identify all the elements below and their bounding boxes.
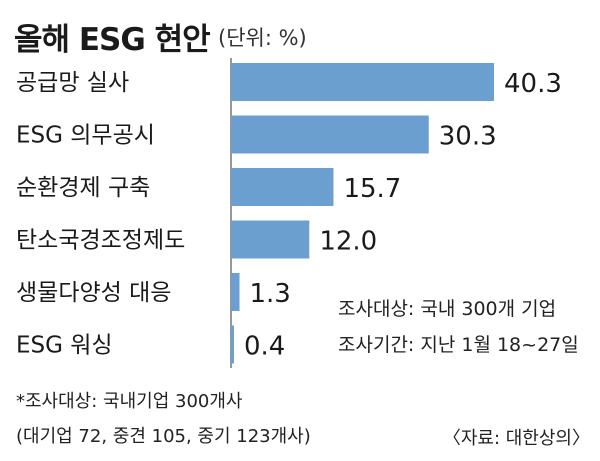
category-label: 생물다양성 대응	[16, 280, 171, 306]
category-label: ESG 의무공시	[16, 123, 155, 149]
value-label: 40.3	[504, 69, 562, 99]
value-label: 1.3	[249, 279, 290, 309]
category-label: ESG 워싱	[16, 333, 113, 359]
bar	[231, 325, 234, 364]
category-label: 순환경제 구축	[16, 175, 150, 201]
chart-title: 올해 ESG 현안	[14, 22, 211, 58]
source-note: 〈자료: 대한상의〉	[442, 428, 590, 449]
bar	[231, 273, 240, 311]
survey-target: 조사대상: 국내 300개 기업	[338, 298, 557, 320]
value-label: 30.3	[439, 122, 497, 152]
footnote-line-2: (대기업 72, 중견 105, 중기 123개사)	[16, 426, 311, 447]
category-label: 공급망 실사	[16, 70, 129, 96]
bar	[231, 168, 334, 206]
footnote-line-1: *조사대상: 국내기업 300개사	[16, 391, 243, 412]
bar	[231, 63, 494, 101]
category-label: 탄소국경조정제도	[16, 228, 185, 254]
value-label: 0.4	[244, 332, 285, 362]
unit-label: (단위: %)	[218, 26, 307, 50]
bar	[231, 115, 429, 154]
value-label: 15.7	[343, 174, 401, 204]
value-label: 12.0	[319, 227, 377, 257]
survey-period: 조사기간: 지난 1월 18~27일	[338, 334, 579, 356]
bar	[231, 220, 310, 259]
